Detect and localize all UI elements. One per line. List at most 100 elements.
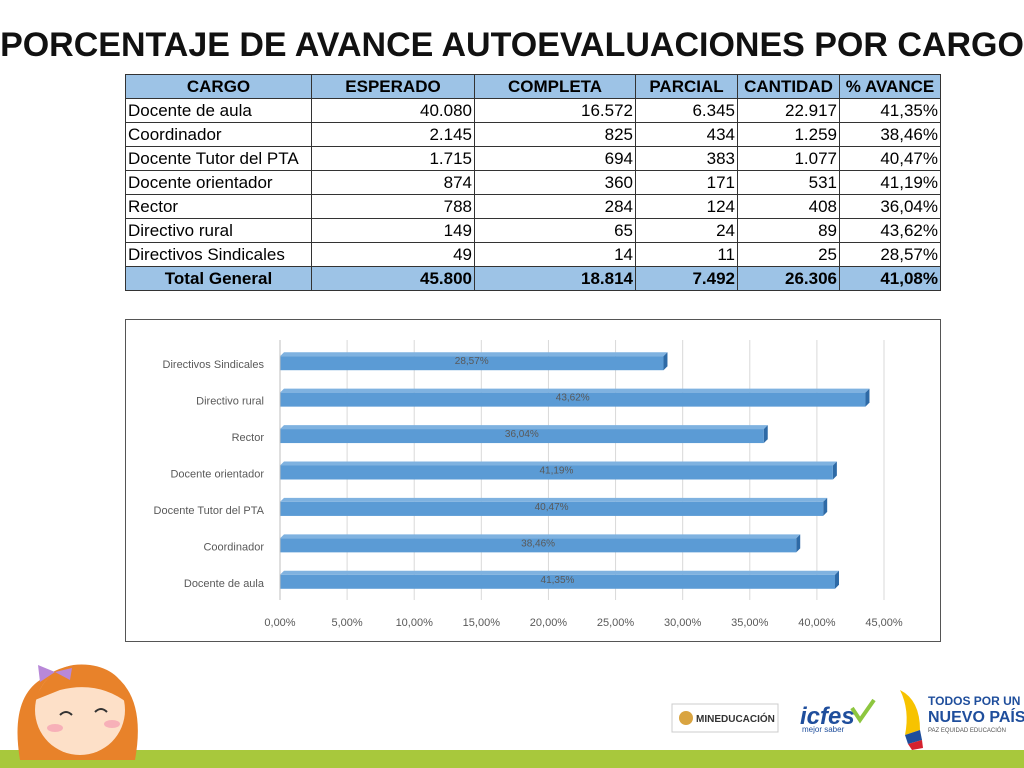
table-cell: 38,46% bbox=[839, 122, 941, 147]
x-tick-label: 20,00% bbox=[530, 617, 568, 629]
logo-text: MINEDUCACIÓN bbox=[696, 712, 775, 725]
table-cell: 825 bbox=[474, 122, 636, 147]
bar bbox=[280, 356, 664, 371]
footer-strip bbox=[0, 750, 1024, 768]
data-label: 36,04% bbox=[505, 429, 539, 440]
table-cell: 43,62% bbox=[839, 218, 941, 243]
x-tick-label: 10,00% bbox=[396, 617, 434, 629]
x-tick-label: 0,00% bbox=[264, 617, 295, 629]
table-cell: % AVANCE bbox=[839, 74, 941, 99]
bar-depth bbox=[280, 497, 828, 502]
table-row: Directivo rural 149 65 24 89 43,62% bbox=[125, 218, 941, 243]
table-cell: CANTIDAD bbox=[737, 74, 840, 99]
bar bbox=[280, 392, 866, 407]
table-cell: CARGO bbox=[125, 74, 312, 99]
table-cell: Rector bbox=[125, 194, 312, 219]
y-tick-label: Docente de aula bbox=[184, 578, 265, 590]
table-cell: 36,04% bbox=[839, 194, 941, 219]
x-tick-label: 35,00% bbox=[731, 617, 769, 629]
bar-depth bbox=[280, 534, 801, 539]
bar-depth bbox=[280, 461, 837, 466]
table-cell: 1.259 bbox=[737, 122, 840, 147]
table-row: Docente de aula 40.080 16.572 6.345 22.917 41… bbox=[125, 98, 941, 123]
bar-depth bbox=[280, 352, 668, 357]
bar bbox=[280, 501, 824, 516]
y-tick-label: Rector bbox=[232, 432, 265, 444]
slide-title: PORCENTAJE DE AVANCE AUTOEVALUACIONES PO… bbox=[0, 26, 1024, 64]
y-tick-label: Docente orientador bbox=[170, 469, 264, 481]
data-label: 38,46% bbox=[521, 538, 555, 549]
logo-text: TODOS POR UN bbox=[928, 694, 1020, 708]
data-label: 41,19% bbox=[539, 466, 573, 477]
bar-depth bbox=[796, 534, 801, 553]
table-cell: COMPLETA bbox=[474, 74, 636, 99]
data-label: 43,62% bbox=[556, 393, 590, 404]
x-tick-label: 30,00% bbox=[664, 617, 702, 629]
table-cell: 6.345 bbox=[635, 98, 738, 123]
logo-text: mejor saber bbox=[802, 725, 845, 734]
y-tick-label: Coordinador bbox=[203, 541, 264, 553]
table-cell: 41,08% bbox=[839, 266, 941, 291]
logo-text: icfes bbox=[800, 703, 855, 730]
x-tick-label: 45,00% bbox=[865, 617, 903, 629]
table-cell: 14 bbox=[474, 242, 636, 267]
table-row: Coordinador 2.145 825 434 1.259 38,46% bbox=[125, 122, 941, 147]
data-label: 41,35% bbox=[541, 575, 575, 586]
table-cell: 22.917 bbox=[737, 98, 840, 123]
bar-depth bbox=[280, 388, 870, 393]
logo-text: PAZ EQUIDAD EDUCACIÓN bbox=[928, 727, 1006, 734]
bar-depth bbox=[280, 425, 768, 430]
table-cell: 41,35% bbox=[839, 98, 941, 123]
bar bbox=[280, 574, 836, 589]
x-tick-label: 15,00% bbox=[463, 617, 501, 629]
table-cell: 89 bbox=[737, 218, 840, 243]
table-cell: 40,47% bbox=[839, 146, 941, 171]
table-row: Total General 45.800 18.814 7.492 26.306 41,0… bbox=[125, 266, 941, 291]
table-cell: ESPERADO bbox=[311, 74, 475, 99]
table-cell: Directivos Sindicales bbox=[125, 242, 312, 267]
mineducacion-logo: MINEDUCACIÓN bbox=[671, 703, 779, 733]
girl-illustration bbox=[17, 664, 138, 760]
x-tick-label: 40,00% bbox=[798, 617, 836, 629]
bar-depth bbox=[280, 570, 840, 575]
table-cell: PARCIAL bbox=[635, 74, 738, 99]
table-cell: 149 bbox=[311, 218, 475, 243]
table-cell: 11 bbox=[635, 242, 738, 267]
table-cell: 28,57% bbox=[839, 242, 941, 267]
table-cell: 16.572 bbox=[474, 98, 636, 123]
table-row: Rector 788 284 124 408 36,04% bbox=[125, 194, 941, 219]
logo-text: NUEVO PAÍS bbox=[928, 707, 1024, 726]
y-tick-label: Docente Tutor del PTA bbox=[154, 505, 265, 517]
x-tick-label: 25,00% bbox=[597, 617, 635, 629]
bar bbox=[280, 538, 797, 553]
x-tick-label: 5,00% bbox=[332, 617, 363, 629]
table-cell: Total General bbox=[125, 266, 312, 291]
table-cell: Coordinador bbox=[125, 122, 312, 147]
bar bbox=[280, 465, 833, 480]
table-cell: Docente orientador bbox=[125, 170, 312, 195]
bar-depth bbox=[832, 461, 837, 480]
table-cell: 45.800 bbox=[311, 266, 475, 291]
table-cell: 18.814 bbox=[474, 266, 636, 291]
bar-depth bbox=[865, 388, 870, 407]
colombia-logo bbox=[900, 690, 923, 750]
bar-depth bbox=[663, 352, 668, 371]
table-cell: 7.492 bbox=[635, 266, 738, 291]
data-label: 40,47% bbox=[535, 502, 569, 513]
table-cell: 874 bbox=[311, 170, 475, 195]
bar bbox=[280, 429, 764, 444]
table-cell: 26.306 bbox=[737, 266, 840, 291]
table-row: CARGO ESPERADO COMPLETA PARCIAL CANTIDAD% AV… bbox=[125, 74, 941, 99]
bar-depth bbox=[823, 497, 828, 516]
bar-depth bbox=[763, 425, 768, 444]
table-cell: 788 bbox=[311, 194, 475, 219]
data-table: CARGO ESPERADO COMPLETA PARCIAL CANTIDAD% AV… bbox=[125, 74, 941, 291]
y-tick-label: Directivo rural bbox=[196, 396, 264, 408]
table-cell: Docente de aula bbox=[125, 98, 312, 123]
table-cell: Directivo rural bbox=[125, 218, 312, 243]
table-row: Docente Tutor del PTA 1.715 694 383 1.077 40,… bbox=[125, 146, 941, 171]
table-cell: 171 bbox=[635, 170, 738, 195]
table-cell: Docente Tutor del PTA bbox=[125, 146, 312, 171]
